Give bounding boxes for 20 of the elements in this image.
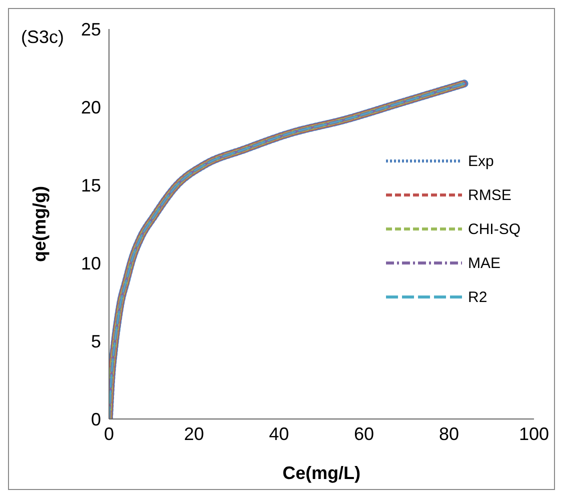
- y-tick-label: 0: [90, 409, 101, 430]
- y-tick-label: 5: [90, 331, 101, 352]
- x-tick-label: 20: [184, 424, 204, 444]
- x-axis-title: Ce(mg/L): [282, 463, 360, 483]
- x-tick-label: 40: [268, 424, 290, 444]
- text: MAE: [468, 254, 501, 272]
- text: RMSE: [468, 186, 512, 204]
- text: R2: [468, 288, 488, 306]
- y-tick-label: 20: [80, 97, 101, 118]
- x-tick-label: 60: [354, 424, 374, 444]
- y-axis-title: qe(mg/g): [29, 186, 50, 262]
- x-tick-label: 100: [518, 424, 550, 444]
- x-tick-label: 80: [438, 424, 460, 444]
- y-tick-label: 25: [80, 19, 101, 40]
- text: Exp: [468, 152, 494, 170]
- x-tick-label: 0: [104, 424, 114, 444]
- y-tick-label: 10: [80, 253, 101, 274]
- text: (S3c): [21, 27, 64, 48]
- y-tick-label: 15: [80, 175, 101, 196]
- text: CHI-SQ: [468, 220, 520, 238]
